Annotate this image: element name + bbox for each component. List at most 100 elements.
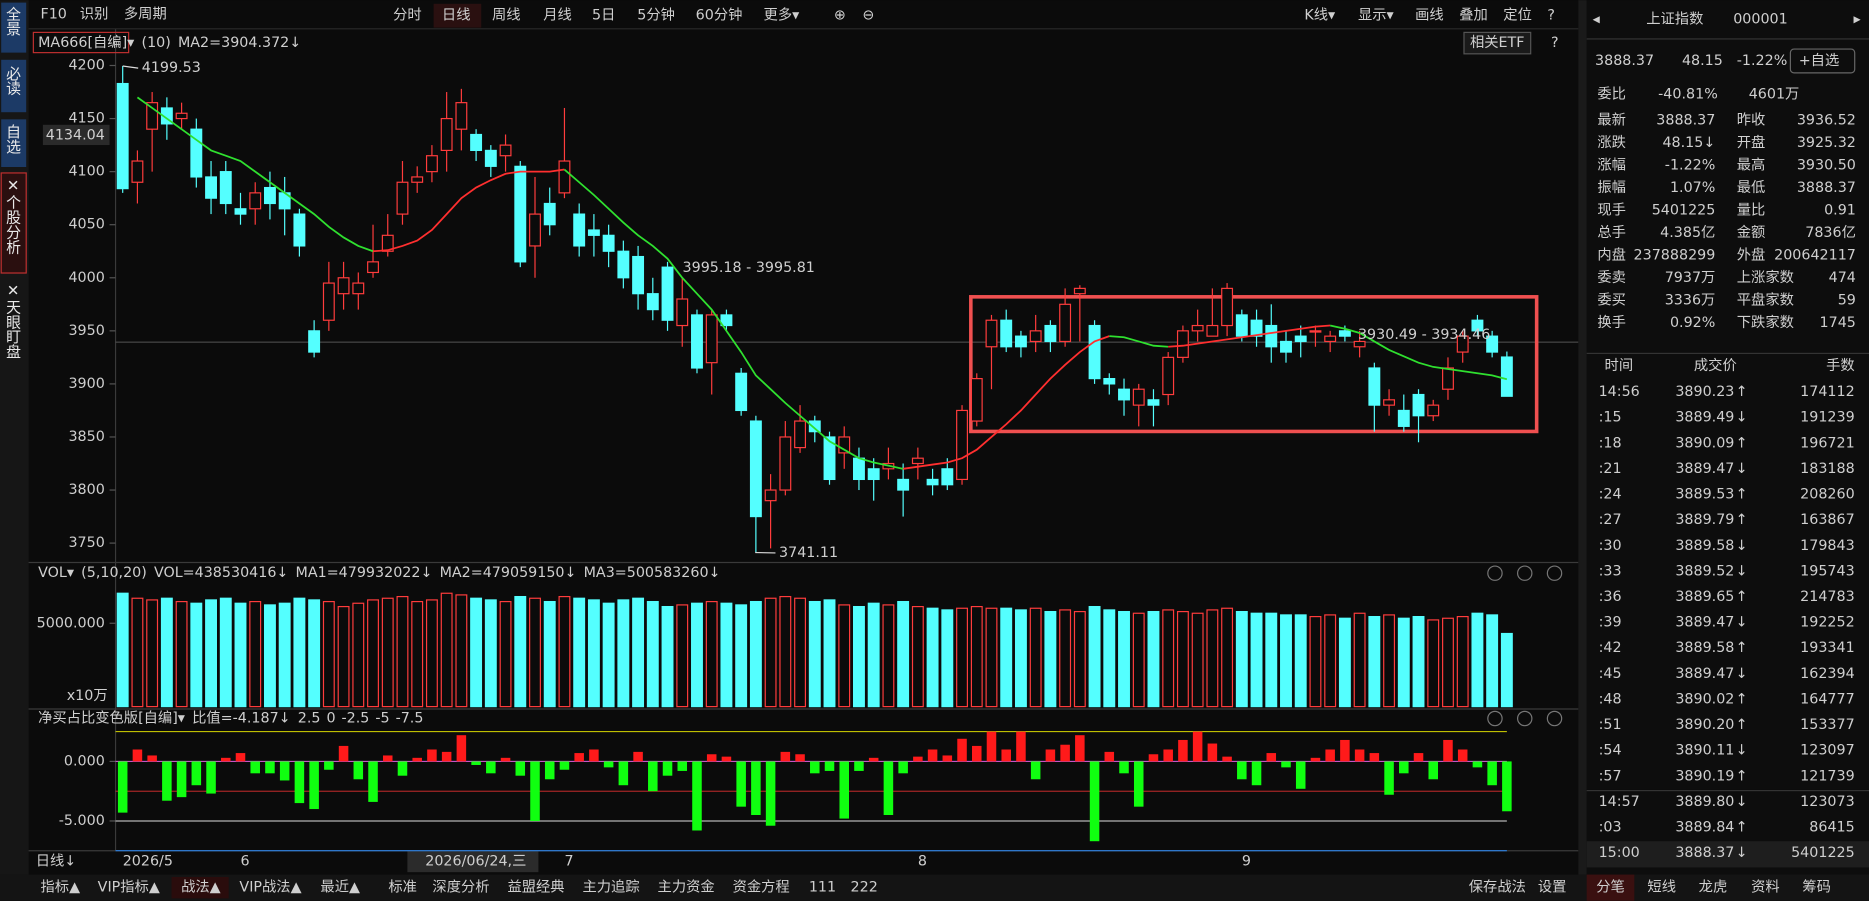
toolbar-item[interactable]: F10 (41, 7, 67, 23)
toolbar-item[interactable]: 叠加 (1459, 7, 1488, 24)
bottom-tab[interactable]: 主力追踪 (582, 879, 639, 896)
ratio-value: -40.81% (1658, 86, 1718, 102)
toolbar-item[interactable]: 画线 (1415, 7, 1444, 24)
period-tab[interactable]: 60分钟 (696, 7, 743, 24)
toolbar-item[interactable]: ? (1547, 8, 1555, 24)
bottom-menu[interactable]: VIP战法▲ (239, 879, 301, 896)
quote-tab[interactable]: 短线 (1647, 879, 1676, 896)
volume-bar (1412, 615, 1425, 708)
volume-bar (573, 597, 586, 708)
sidebar-tab[interactable]: ✕个股分析 (4, 177, 22, 255)
bottom-menu[interactable]: 最近▲ (320, 879, 360, 896)
panel-icon[interactable] (1516, 565, 1533, 581)
quote-label: 昨收 (1737, 112, 1766, 129)
watchlist-button[interactable] (1789, 48, 1856, 74)
candle-body (367, 261, 379, 274)
toolbar-item[interactable]: 定位 (1503, 7, 1532, 24)
cursor-price-label: 4134.04 (46, 128, 105, 144)
quote-value: 474 (1829, 270, 1856, 286)
panel-icon[interactable] (1487, 710, 1503, 727)
period-tab[interactable]: 5分钟 (637, 7, 675, 24)
quote-tab[interactable]: 分笔 (1596, 879, 1625, 896)
panel-icon[interactable] (1546, 565, 1563, 581)
quote-tab[interactable]: 筹码 (1802, 879, 1831, 896)
panel-icon[interactable] (1487, 565, 1503, 581)
y-tick-label: 3800 (68, 482, 104, 498)
panel-icon[interactable] (1516, 710, 1533, 727)
volume-bar (146, 599, 159, 708)
indicator-bar (1472, 761, 1483, 768)
etf-button-label[interactable]: 相关ETF (1470, 34, 1525, 51)
indicator-bar (751, 761, 761, 816)
trade-volume: 196721 (1800, 435, 1855, 451)
candle-body (1162, 356, 1175, 396)
trade-arrow: ↓ (1736, 666, 1748, 682)
bottom-action[interactable]: 保存战法 (1469, 879, 1526, 896)
trade-arrow: ↑ (1736, 512, 1748, 528)
volume-bar (1029, 607, 1042, 708)
quote-tab[interactable]: 龙虎 (1699, 879, 1728, 896)
indicator-bar (736, 761, 746, 807)
quote-panel-bg (1586, 0, 1869, 875)
candle-body (764, 489, 777, 502)
bottom-tab[interactable]: 资金方程 (733, 879, 790, 896)
toolbar-item[interactable]: 识别 (80, 6, 109, 23)
sidebar-tab[interactable]: 自选 (4, 124, 22, 155)
indicator-bar (486, 761, 496, 774)
quote-value: 3930.50 (1797, 158, 1856, 174)
panel-icon[interactable] (1546, 710, 1563, 727)
trade-time: :48 (1599, 691, 1622, 707)
toolbar-item[interactable]: 显示▾ (1358, 8, 1395, 24)
trade-time: 14:56 (1599, 384, 1640, 400)
zoom-button[interactable]: ⊖ (862, 8, 874, 24)
nav-arrow[interactable]: ▸ (1854, 11, 1862, 27)
trade-arrow: ↑ (1736, 820, 1748, 836)
sidebar-tab[interactable]: 全景 (4, 5, 22, 36)
watchlist-label[interactable]: +自选 (1799, 52, 1840, 69)
volume-bar (484, 599, 497, 708)
volume-bar (676, 604, 689, 708)
indicator-bar (854, 761, 864, 771)
period-tab[interactable]: 5日 (592, 8, 615, 24)
zoom-button[interactable]: ⊕ (834, 8, 846, 24)
bottom-tab[interactable]: 111 (809, 880, 836, 896)
volume-legend: MA1=479932022↓ (296, 565, 433, 581)
toolbar-item[interactable]: K线▾ (1304, 7, 1336, 24)
bottom-menu[interactable]: 指标▲ (41, 879, 81, 896)
bottom-tab[interactable]: 222 (851, 880, 878, 896)
indicator-bar (265, 761, 275, 774)
quote-tab[interactable]: 资料 (1751, 879, 1780, 896)
trade-volume: 162394 (1800, 666, 1855, 682)
help-icon[interactable]: ? (1551, 35, 1559, 51)
sidebar-tab[interactable]: 必读 (4, 66, 22, 96)
bottom-menu[interactable]: 战法▲ (181, 879, 221, 896)
candle-body (676, 298, 689, 327)
indicator-bar (559, 761, 570, 770)
bottom-tab[interactable]: 标准 (388, 879, 417, 896)
volume-bar (367, 599, 379, 708)
etf-button[interactable] (1463, 31, 1532, 55)
toolbar-item[interactable]: 多周期 (124, 6, 167, 23)
volume-bar (1103, 609, 1116, 708)
volume-bar (1132, 612, 1145, 708)
bottom-menu[interactable]: VIP指标▲ (98, 879, 160, 896)
period-tab[interactable]: 分时 (393, 7, 422, 24)
nav-arrow[interactable]: ◂ (1593, 11, 1601, 27)
candle-body (484, 149, 497, 167)
x-axis-label: 日线↓ (36, 852, 77, 869)
period-tab[interactable]: 更多▾ (764, 7, 801, 24)
candle-body (1221, 287, 1234, 327)
period-tab[interactable]: 日线 (442, 7, 471, 24)
bottom-tab[interactable]: 主力资金 (658, 879, 715, 896)
indicator-bar (1207, 743, 1218, 762)
bottom-tab[interactable]: 深度分析 (432, 879, 489, 896)
bottom-action[interactable]: 设置 (1538, 879, 1567, 896)
period-tab[interactable]: 周线 (492, 7, 521, 24)
candle-body (160, 107, 173, 125)
period-tab[interactable]: 月线 (543, 7, 572, 24)
bottom-tab[interactable]: 益盟经典 (507, 879, 564, 896)
volume-bar (558, 595, 571, 708)
sidebar-tab[interactable]: ✕天眼盯盘 (4, 281, 22, 359)
indicator-bar (1178, 739, 1188, 762)
candle-body (322, 282, 335, 321)
